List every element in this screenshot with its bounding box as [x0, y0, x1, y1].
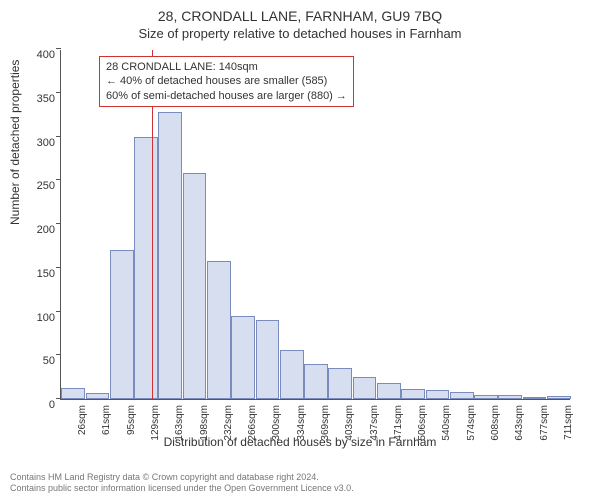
callout-line: 28 CRONDALL LANE: 140sqm	[106, 60, 347, 74]
histogram-bar	[110, 250, 134, 399]
y-tick-mark	[56, 92, 61, 93]
histogram-bar	[134, 137, 158, 400]
y-tick-mark	[56, 136, 61, 137]
callout-box: 28 CRONDALL LANE: 140sqm← 40% of detache…	[99, 56, 354, 107]
histogram-bar	[328, 368, 352, 400]
histogram-bar	[280, 350, 304, 399]
x-axis-label: Distribution of detached houses by size …	[0, 435, 600, 449]
footer-line-2: Contains public sector information licen…	[10, 483, 354, 494]
histogram-bar	[523, 397, 547, 399]
histogram-bar	[86, 393, 110, 399]
y-tick-mark	[56, 311, 61, 312]
callout-line: ← 40% of detached houses are smaller (58…	[106, 74, 347, 88]
histogram-bar	[474, 395, 498, 399]
chart-container: { "title": "28, CRONDALL LANE, FARNHAM, …	[0, 0, 600, 500]
plot-area: 05010015020025030035040026sqm61sqm95sqm1…	[60, 50, 570, 400]
chart-title: 28, CRONDALL LANE, FARNHAM, GU9 7BQ	[0, 0, 600, 24]
histogram-bar	[547, 396, 571, 399]
histogram-bar	[401, 389, 425, 400]
histogram-bar	[353, 377, 377, 399]
histogram-bar	[158, 112, 182, 399]
histogram-bar	[304, 364, 328, 399]
y-tick-label: 250	[37, 180, 61, 192]
footer-line-1: Contains HM Land Registry data © Crown c…	[10, 472, 354, 483]
y-tick-label: 350	[37, 93, 61, 105]
y-tick-label: 200	[37, 224, 61, 236]
callout-line: 60% of semi-detached houses are larger (…	[106, 89, 347, 103]
x-tick-label: 26sqm	[77, 405, 88, 435]
y-tick-mark	[56, 223, 61, 224]
footer-attribution: Contains HM Land Registry data © Crown c…	[10, 472, 354, 495]
histogram-bar	[498, 395, 522, 399]
histogram-bar	[450, 392, 474, 399]
y-tick-label: 50	[43, 355, 61, 367]
y-tick-label: 300	[37, 137, 61, 149]
histogram-bar	[207, 261, 231, 399]
histogram-bar	[61, 388, 85, 399]
y-tick-mark	[56, 179, 61, 180]
y-tick-label: 400	[37, 49, 61, 61]
x-tick-label: 95sqm	[126, 405, 137, 435]
histogram-bar	[377, 383, 401, 399]
y-tick-mark	[56, 48, 61, 49]
y-tick-mark	[56, 267, 61, 268]
y-tick-mark	[56, 354, 61, 355]
y-tick-label: 0	[49, 399, 61, 411]
y-tick-label: 150	[37, 268, 61, 280]
y-axis-label: Number of detached properties	[8, 60, 22, 225]
chart-subtitle: Size of property relative to detached ho…	[0, 24, 600, 45]
histogram-bar	[256, 320, 280, 399]
histogram-bar	[183, 173, 207, 399]
histogram-bar	[426, 390, 450, 399]
x-tick-label: 61sqm	[101, 405, 112, 435]
y-tick-label: 100	[37, 312, 61, 324]
histogram-bar	[231, 316, 255, 399]
